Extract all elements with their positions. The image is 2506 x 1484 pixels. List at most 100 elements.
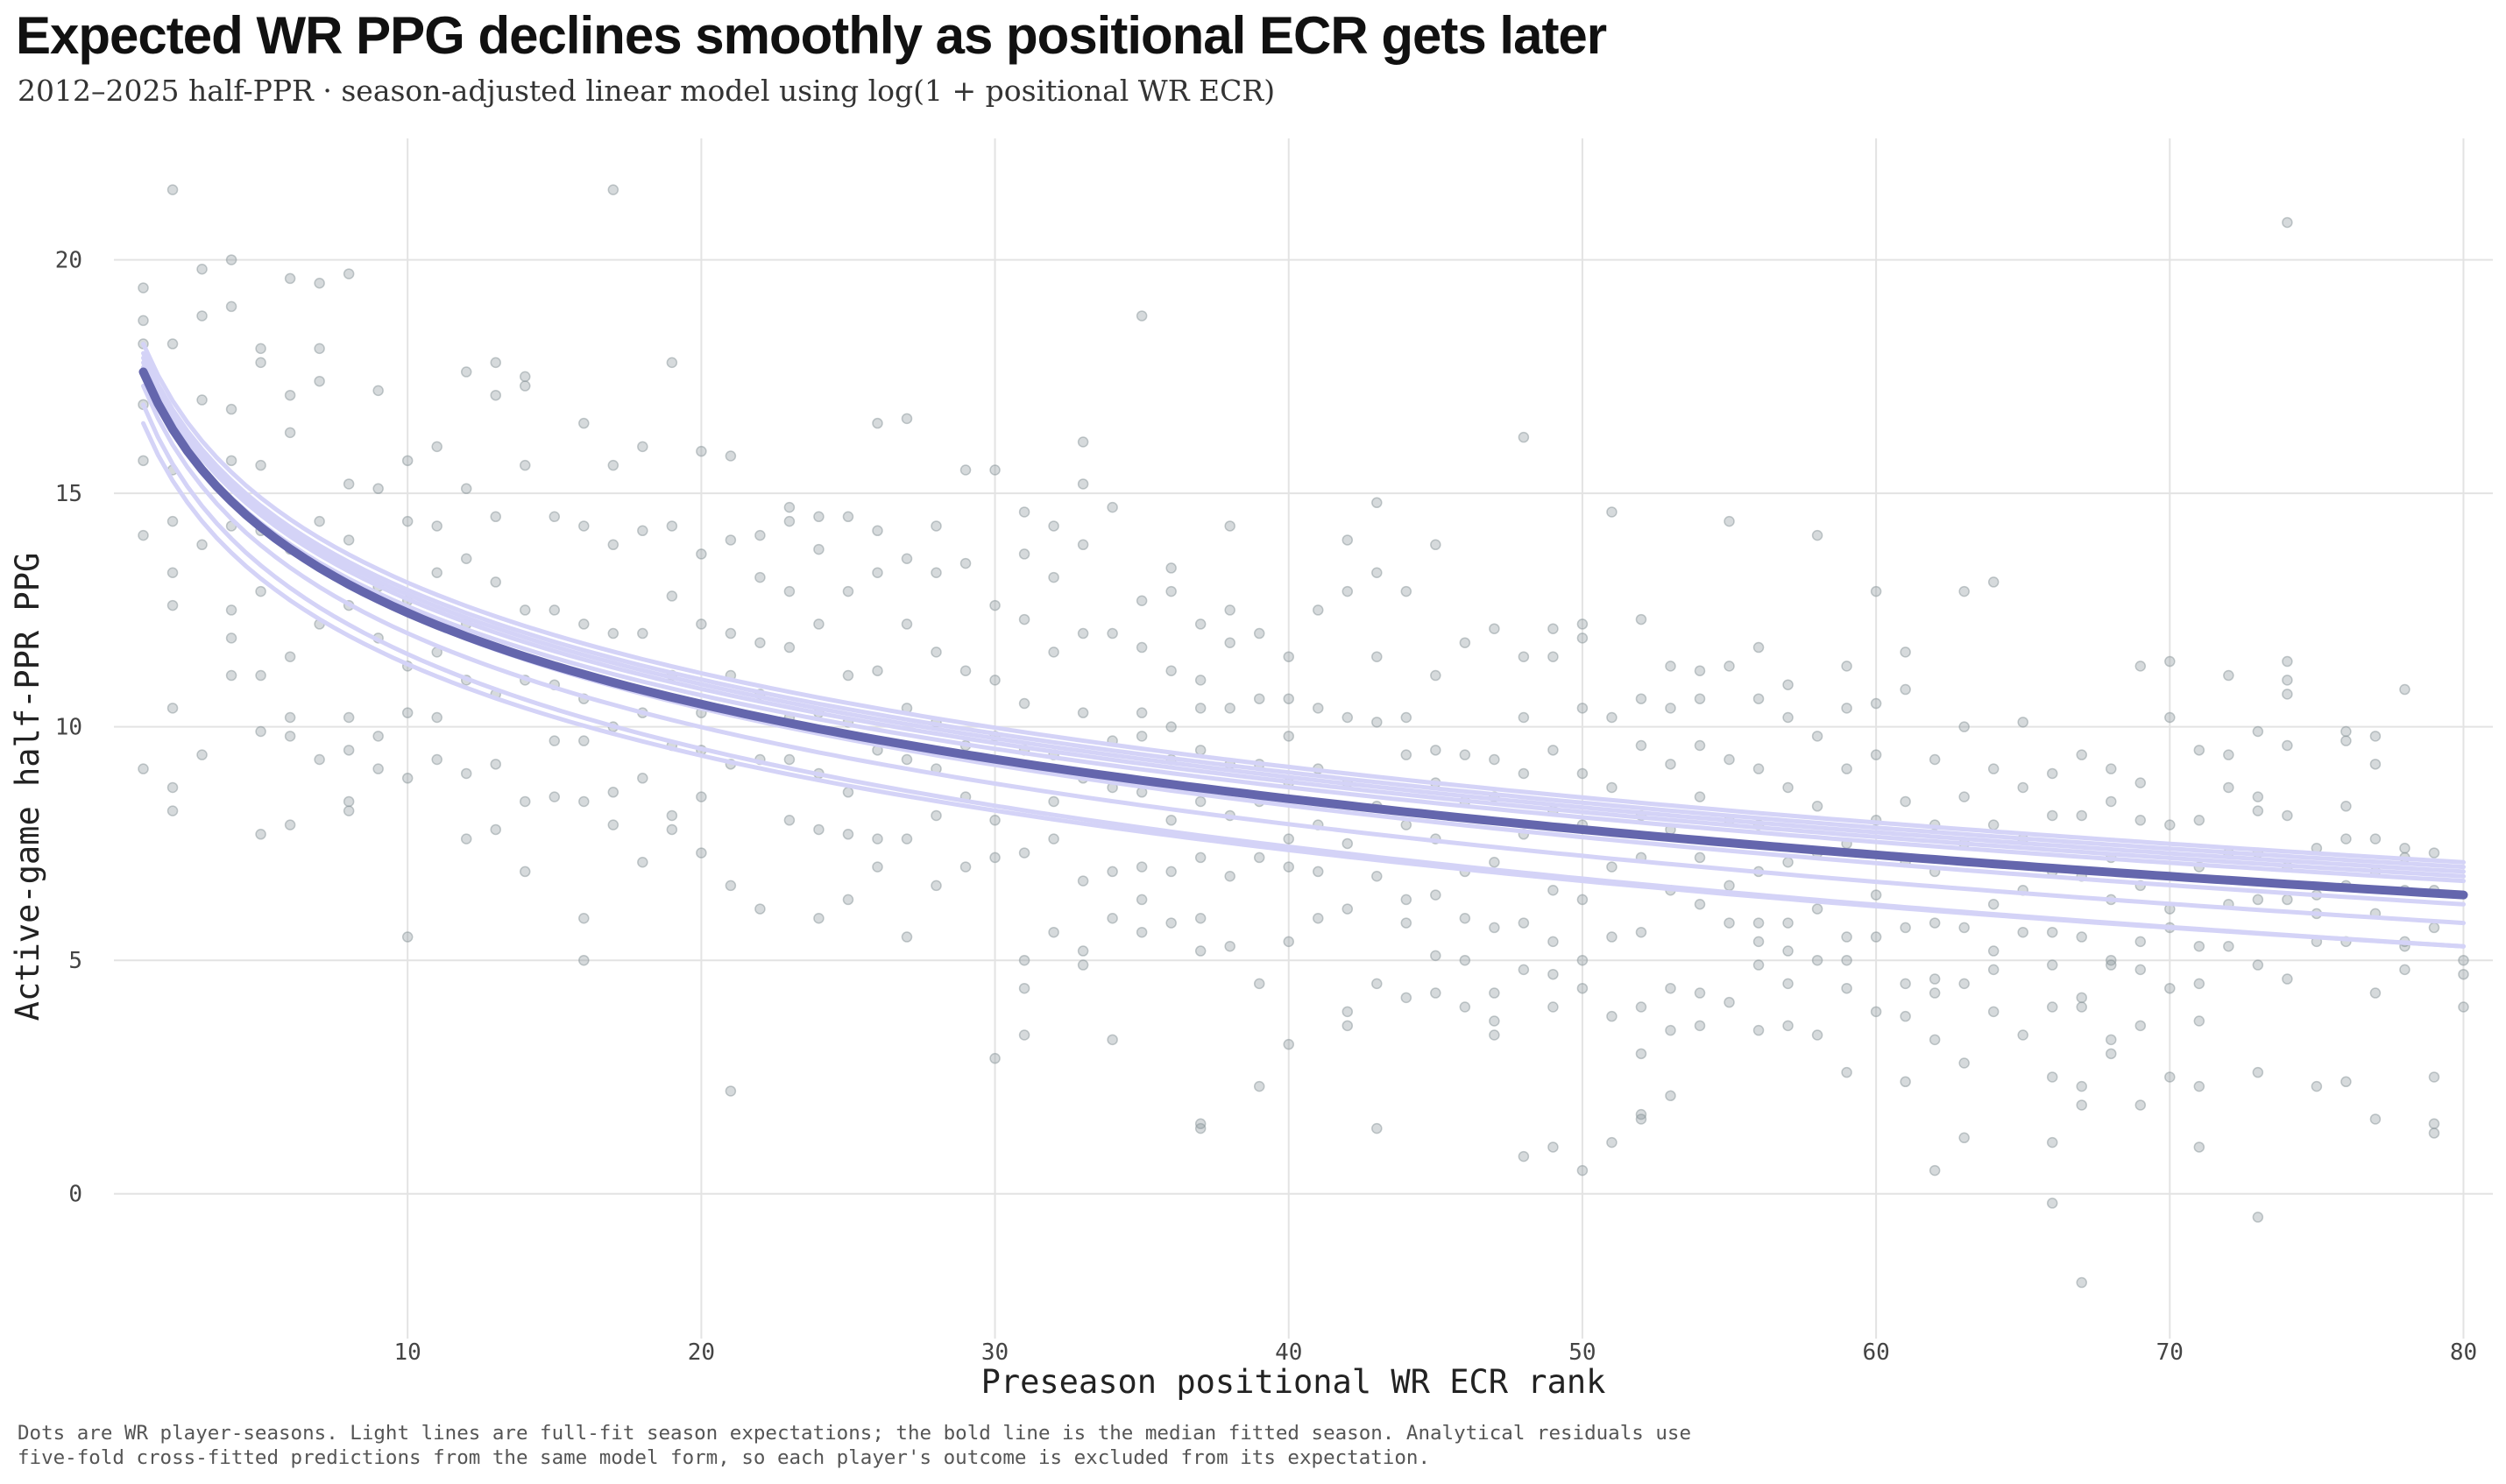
data-point xyxy=(1547,623,1559,634)
data-point xyxy=(284,819,296,830)
data-point xyxy=(1752,959,1765,971)
data-point xyxy=(1987,763,2000,774)
data-point xyxy=(1341,1006,1354,1018)
data-point xyxy=(1018,697,1030,710)
data-point xyxy=(1253,1080,1265,1092)
x-tick-label: 60 xyxy=(1862,1339,1889,1366)
data-point xyxy=(284,711,296,724)
data-point xyxy=(401,707,414,718)
data-point xyxy=(225,254,237,265)
data-point xyxy=(1341,711,1354,724)
data-point xyxy=(520,380,531,392)
data-point xyxy=(813,823,825,836)
data-point xyxy=(1018,982,1030,994)
data-point xyxy=(2282,689,2293,700)
data-point xyxy=(1077,627,1089,640)
data-point xyxy=(1077,436,1089,448)
data-point xyxy=(1665,982,1676,994)
data-point xyxy=(1107,627,1118,640)
data-point xyxy=(1518,431,1530,443)
data-point xyxy=(138,529,149,541)
data-point xyxy=(1576,703,1589,714)
data-point xyxy=(138,455,149,467)
data-point xyxy=(372,763,384,774)
data-point xyxy=(1400,711,1412,724)
data-point xyxy=(1430,950,1441,962)
data-point xyxy=(1606,1010,1618,1022)
data-point xyxy=(343,795,355,808)
data-point xyxy=(1811,954,1823,966)
data-point xyxy=(1724,917,1735,929)
data-point xyxy=(431,567,442,579)
data-point xyxy=(607,184,619,195)
data-point xyxy=(1576,894,1589,906)
data-point xyxy=(1870,749,1882,760)
median-fit-line xyxy=(138,367,2468,900)
data-point xyxy=(2282,973,2293,985)
data-point xyxy=(1430,669,1441,682)
data-point xyxy=(1136,731,1148,742)
data-point xyxy=(460,483,472,495)
data-point xyxy=(578,954,590,966)
data-point xyxy=(2282,216,2293,229)
data-point xyxy=(401,515,414,527)
data-point xyxy=(842,669,854,682)
data-point xyxy=(2428,1118,2440,1130)
data-point xyxy=(2134,661,2147,672)
data-point xyxy=(2134,964,2147,976)
data-point xyxy=(2252,791,2264,802)
data-point xyxy=(1811,801,1823,812)
data-point xyxy=(255,459,266,471)
data-point xyxy=(314,753,325,766)
data-point xyxy=(314,278,325,289)
data-point xyxy=(1987,945,2000,957)
data-point xyxy=(1752,917,1765,929)
data-point xyxy=(2193,815,2205,826)
data-point xyxy=(1136,894,1148,906)
data-point xyxy=(255,669,266,682)
data-point xyxy=(401,931,414,943)
data-point xyxy=(901,833,913,844)
y-tick-label: 15 xyxy=(55,481,82,507)
data-point xyxy=(1724,661,1735,672)
y-tick-label: 20 xyxy=(55,248,82,274)
data-point xyxy=(343,805,355,816)
data-point xyxy=(637,441,648,453)
data-point xyxy=(1253,978,1265,990)
x-tick-label: 20 xyxy=(688,1339,715,1366)
data-point xyxy=(1224,940,1235,952)
data-point xyxy=(2282,655,2293,668)
data-point xyxy=(2340,801,2352,812)
data-point xyxy=(372,483,384,495)
season-fit-line xyxy=(141,360,2466,879)
data-point xyxy=(284,389,296,401)
data-point xyxy=(1635,926,1647,938)
data-point xyxy=(1224,703,1235,714)
data-point xyxy=(2428,922,2440,934)
data-point xyxy=(666,590,678,602)
data-point xyxy=(1606,1136,1618,1148)
data-point xyxy=(166,805,179,816)
data-point xyxy=(1841,954,1852,966)
data-point xyxy=(578,618,590,630)
data-point xyxy=(549,735,561,746)
data-point xyxy=(2282,809,2293,822)
data-point xyxy=(2134,815,2147,826)
data-point xyxy=(1341,534,1354,546)
data-point xyxy=(2193,745,2205,756)
data-point xyxy=(1077,875,1089,887)
x-tick-label: 30 xyxy=(981,1339,1009,1366)
data-point xyxy=(372,385,384,397)
data-point xyxy=(1929,917,1941,929)
data-point xyxy=(2399,964,2410,976)
data-point xyxy=(2076,1001,2087,1013)
data-point xyxy=(1341,903,1354,915)
data-point xyxy=(1724,996,1735,1008)
x-tick-label: 10 xyxy=(394,1339,421,1366)
data-point xyxy=(1283,1038,1294,1050)
data-point xyxy=(166,703,179,714)
data-point xyxy=(401,455,414,467)
data-point xyxy=(754,571,766,583)
data-point xyxy=(1635,1048,1647,1060)
